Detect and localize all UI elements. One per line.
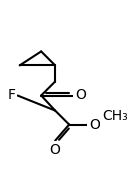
Text: F: F <box>7 88 15 103</box>
Text: O: O <box>50 143 61 157</box>
Text: O: O <box>76 88 86 103</box>
Text: O: O <box>90 117 100 132</box>
Text: CH₃: CH₃ <box>102 109 128 123</box>
